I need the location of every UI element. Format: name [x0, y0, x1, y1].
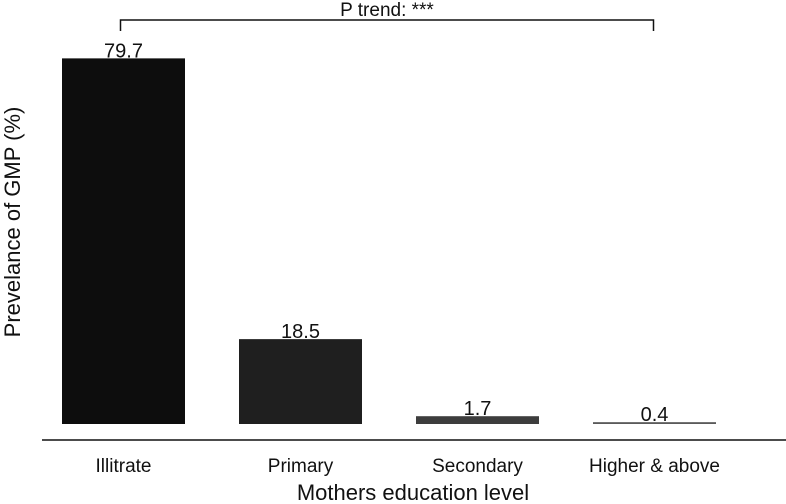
y-axis-title: Prevelance of GMP (%)	[0, 107, 25, 338]
p-trend-label: P trend: ***	[340, 0, 434, 21]
bar-3	[593, 422, 716, 424]
value-label-2: 1.7	[464, 398, 492, 420]
p-trend-bracket: P trend: ***	[119, 0, 655, 31]
x-tick-label-2: Secondary	[432, 456, 523, 477]
x-axis-title: Mothers education level	[297, 480, 529, 504]
bar-2	[416, 416, 539, 424]
x-tick-labels-group: Illitrate Primary Secondary Higher & above	[96, 456, 720, 477]
x-tick-label-0: Illitrate	[96, 456, 152, 477]
bars-group	[62, 58, 716, 424]
x-tick-label-1: Primary	[268, 456, 334, 477]
bar-1	[239, 339, 362, 424]
bracket-line	[119, 19, 655, 31]
bar-0	[62, 58, 185, 424]
value-label-3: 0.4	[641, 404, 669, 426]
value-label-0: 79.7	[104, 40, 143, 62]
x-tick-label-3: Higher & above	[589, 456, 720, 477]
value-labels-group: 79.7 18.5 1.7 0.4	[104, 40, 668, 426]
value-label-1: 18.5	[281, 321, 320, 343]
